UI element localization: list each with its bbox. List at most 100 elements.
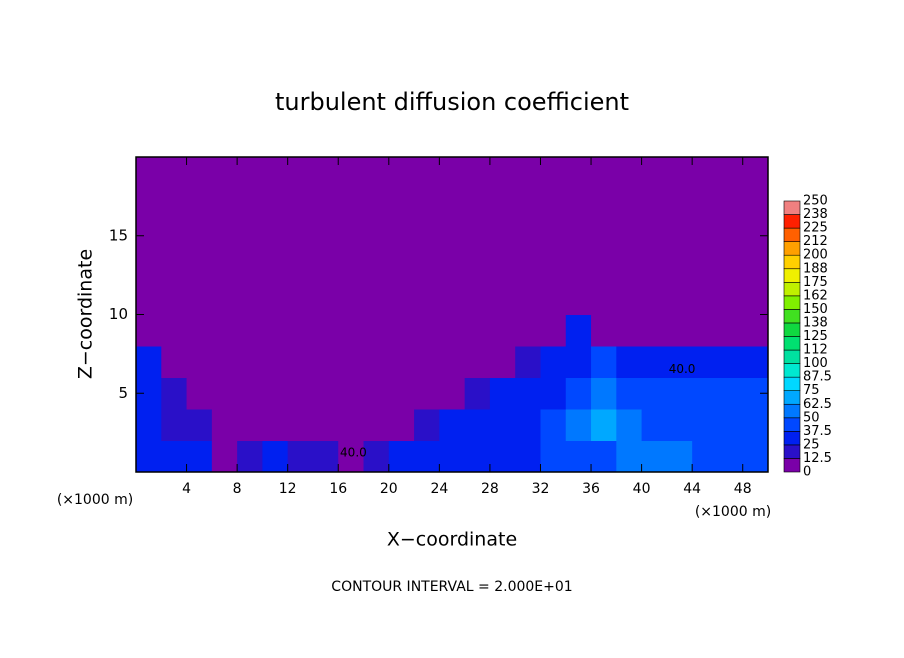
field-cell (489, 220, 516, 252)
field-cell (489, 440, 516, 473)
x-tick-label: 20 (380, 481, 398, 497)
colorbar-band (783, 349, 801, 364)
x-tick-label: 16 (329, 481, 347, 497)
field-cell (742, 440, 769, 473)
field-cell (312, 283, 339, 315)
field-cell (565, 314, 592, 347)
field-cell (616, 188, 643, 221)
field-cell (616, 251, 643, 284)
colorbar-label: 0 (803, 465, 811, 480)
field-cell (312, 157, 339, 189)
field-cell (439, 440, 466, 473)
field-cell (616, 409, 643, 441)
field-cell (262, 188, 289, 221)
field-cell (312, 440, 339, 473)
field-cell (262, 440, 289, 473)
field-cell (338, 157, 365, 189)
colorbar-label: 200 (803, 248, 828, 263)
field-cell (742, 188, 769, 221)
field-cell (186, 251, 213, 284)
field-cell (439, 157, 466, 189)
field-cell (161, 188, 188, 221)
field-cell (591, 188, 617, 221)
field-cell (136, 314, 162, 347)
field-cell (287, 157, 314, 189)
field-cell (338, 283, 365, 315)
chart-title: turbulent diffusion coefficient (275, 88, 629, 116)
colorbar-band (783, 241, 801, 256)
field-cell (464, 188, 491, 221)
field-cell (388, 157, 415, 189)
field-cell (591, 283, 617, 315)
field-cell (136, 409, 162, 441)
field-cell (287, 314, 314, 347)
colorbar-band (783, 281, 801, 297)
field-cell (287, 188, 314, 221)
field-cell (287, 346, 314, 378)
field-cell (489, 409, 516, 441)
colorbar-band (783, 336, 801, 351)
colorbar-band (783, 254, 801, 270)
colorbar-band (783, 322, 801, 337)
field-cell (641, 283, 668, 315)
contour-label: 40.0 (340, 446, 367, 460)
field-cell (312, 188, 339, 221)
x-tick-label: 44 (683, 481, 701, 497)
field-cell (161, 157, 188, 189)
field-cell (363, 251, 390, 284)
field-cell (692, 188, 718, 221)
field-cell (515, 283, 541, 315)
field-cell (464, 346, 491, 378)
colorbar-label: 238 (803, 207, 828, 222)
field-cell (237, 188, 263, 221)
field-cell (717, 220, 744, 252)
field-cell (414, 377, 440, 410)
field-cell (717, 188, 744, 221)
field-cell (591, 314, 617, 347)
field-cell (262, 251, 289, 284)
field-cell (515, 188, 541, 221)
field-cell (388, 440, 415, 473)
field-cell (464, 314, 491, 347)
field-cell (211, 283, 238, 315)
field-cell (464, 283, 491, 315)
field-cell (414, 188, 440, 221)
field-cell (489, 251, 516, 284)
field-cell (641, 440, 668, 473)
field-cell (439, 283, 466, 315)
field-cell (616, 346, 643, 378)
field-cell (287, 440, 314, 473)
field-cell (717, 314, 744, 347)
field-cell (262, 377, 289, 410)
field-cell (641, 409, 668, 441)
field-cell (136, 440, 162, 473)
field-cell (338, 377, 365, 410)
colorbar-band (783, 403, 801, 419)
field-cell (641, 188, 668, 221)
colorbar-band (783, 295, 801, 310)
colorbar-band (783, 268, 801, 283)
field-cell (692, 220, 718, 252)
field-cell (591, 346, 617, 378)
field-cell (161, 440, 188, 473)
colorbar-label: 100 (803, 356, 828, 371)
x-unit-label: (×1000 m) (695, 504, 771, 520)
colorbar-band (783, 376, 801, 391)
field-cell (262, 409, 289, 441)
field-cell (717, 251, 744, 284)
colorbar-label: 50 (803, 410, 820, 425)
field-cell (489, 314, 516, 347)
field-cell (540, 188, 567, 221)
field-cell (237, 314, 263, 347)
field-cell (338, 409, 365, 441)
field-cell (363, 377, 390, 410)
field-cell (489, 283, 516, 315)
field-cell (363, 220, 390, 252)
colorbar-label: 250 (803, 194, 828, 209)
x-tick-label: 36 (582, 481, 600, 497)
field-cell (388, 283, 415, 315)
field-cell (388, 188, 415, 221)
field-cell (591, 157, 617, 189)
field-cell (565, 346, 592, 378)
field-cell (489, 188, 516, 221)
